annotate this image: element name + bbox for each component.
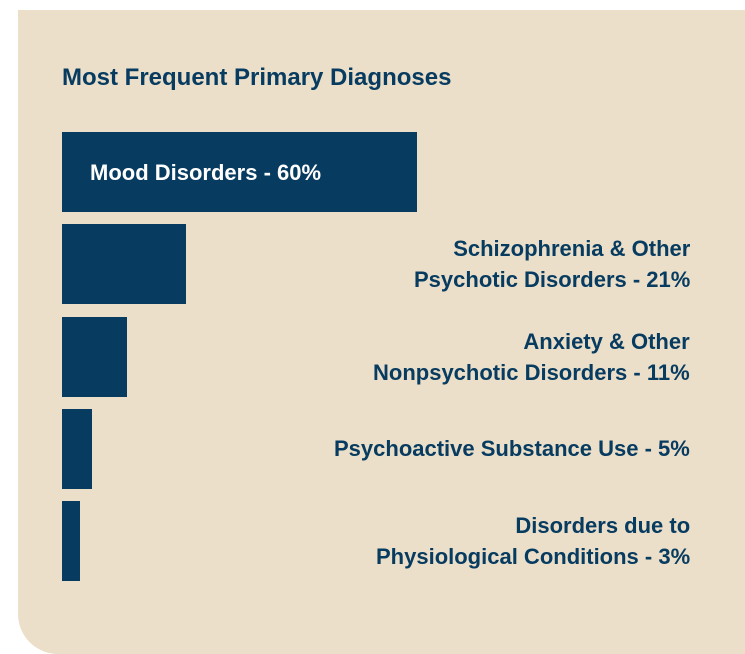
bar-label: Disorders due to Physiological Condition… (376, 513, 691, 570)
chart-title: Most Frequent Primary Diagnoses (62, 64, 452, 91)
bar (62, 501, 80, 582)
bar (62, 316, 128, 397)
bar-label: Anxiety & Other Nonpsychotic Disorders -… (373, 328, 690, 385)
chart-card: Most Frequent Primary Diagnoses Mood Dis… (18, 10, 745, 654)
bar-label: Mood Disorders - 60% (90, 159, 322, 185)
bar (62, 408, 92, 489)
bar-label: Psychoactive Substance Use - 5% (334, 436, 690, 462)
bar (62, 132, 418, 212)
bar-label: Schizophrenia & Other Psychotic Disorder… (414, 236, 691, 293)
bar (62, 224, 187, 305)
